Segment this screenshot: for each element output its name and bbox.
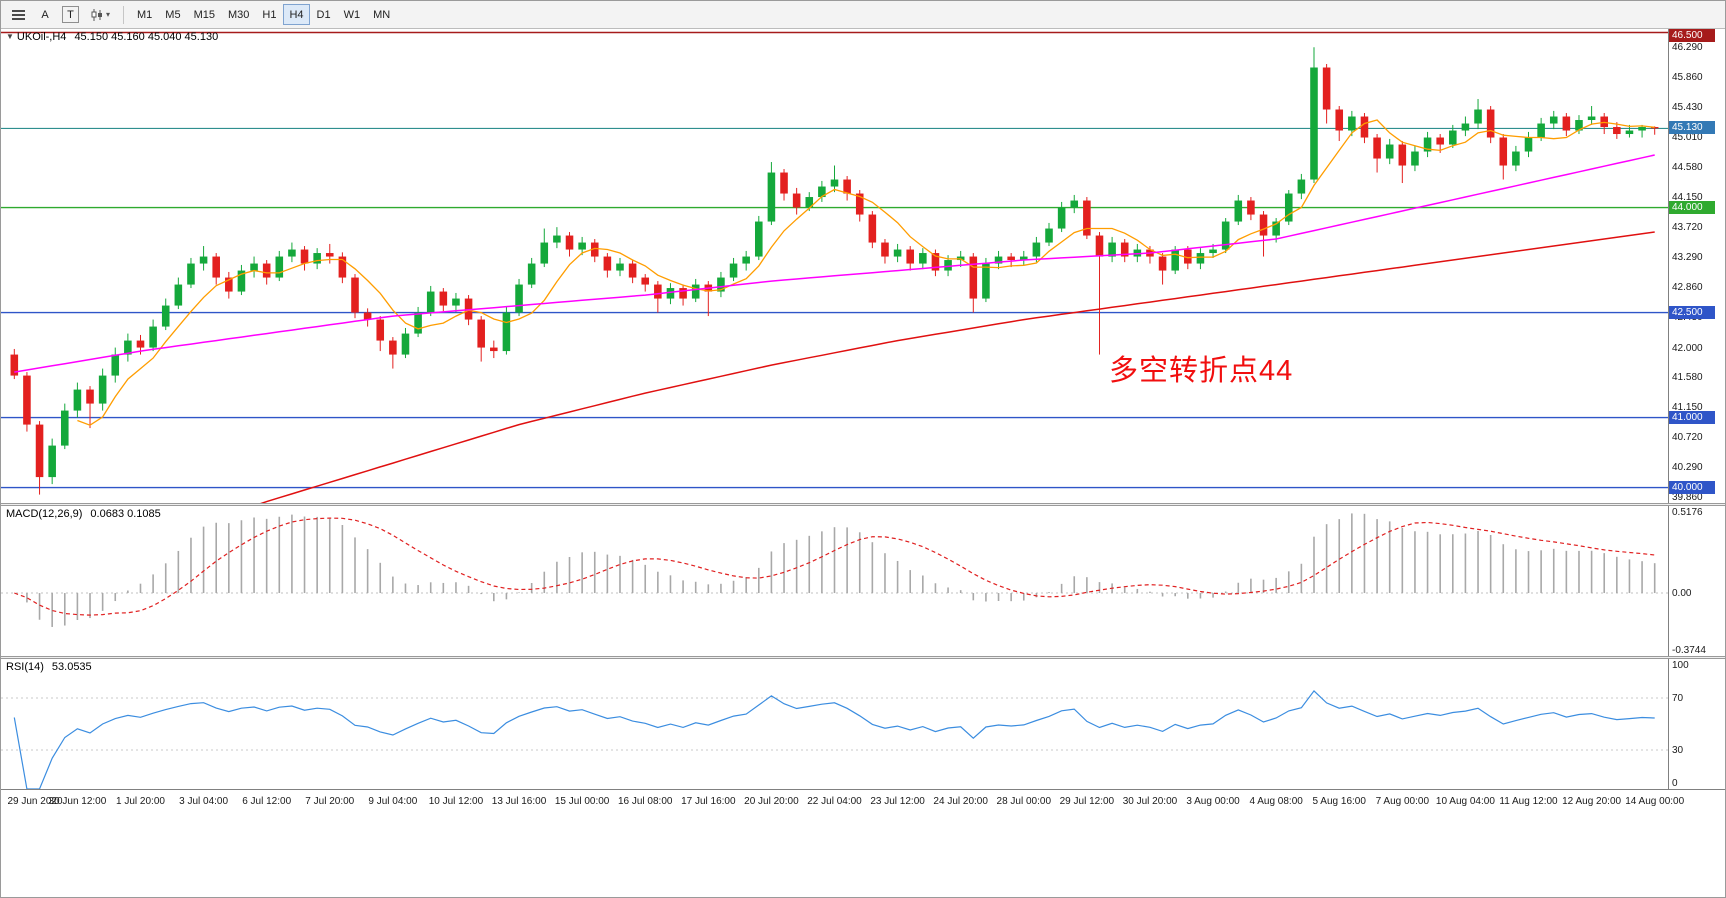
- timeframe-group: M1 M5 M15 M30 H1 H4 D1 W1 MN: [131, 4, 396, 25]
- time-label: 29 Jun 2020: [7, 796, 63, 807]
- price-tick: 45.430: [1672, 102, 1703, 114]
- time-label: 16 Jul 08:00: [617, 796, 673, 807]
- time-label: 30 Jul 20:00: [1122, 796, 1178, 807]
- timeframe-button-mn[interactable]: MN: [367, 4, 396, 25]
- chart-type-dropdown-button[interactable]: ▾: [84, 4, 116, 25]
- price-tick: 41.580: [1672, 371, 1703, 383]
- macd-label: MACD(12,26,9): [6, 508, 83, 520]
- price-tag: 42.500: [1669, 305, 1715, 319]
- time-label: 15 Jul 00:00: [554, 796, 610, 807]
- price-axis[interactable]: 46.290 45.860 45.430 45.010 44.580 44.150 43.7…: [1668, 29, 1725, 503]
- time-label: 6 Jul 12:00: [242, 796, 292, 807]
- toolbar: A T ▾ M1 M5 M15 M30 H1 H4 D1 W1 MN: [1, 1, 1725, 29]
- time-label: 29 Jul 12:00: [1059, 796, 1115, 807]
- rsi-canvas[interactable]: RSI(14) 53.0535: [1, 659, 1668, 789]
- panel-splitter[interactable]: [1, 656, 1725, 659]
- time-label: 24 Jul 20:00: [933, 796, 988, 807]
- time-axis[interactable]: 29 Jun 2020 30 Jun 12:00 1 Jul 20:00 3 Jul …: [1, 789, 1725, 819]
- time-label: 20 Jul 20:00: [744, 796, 799, 807]
- symbol-marker-icon: ▼: [6, 32, 14, 41]
- toolbar-separator: [123, 5, 125, 24]
- chevron-down-icon: ▾: [106, 10, 111, 19]
- time-label: 14 Aug 00:00: [1625, 796, 1685, 807]
- time-label: 4 Aug 08:00: [1249, 796, 1303, 807]
- rsi-label: RSI(14): [6, 661, 44, 673]
- time-label: 3 Jul 04:00: [179, 796, 229, 807]
- macd-tick: 0.00: [1672, 588, 1692, 600]
- macd-plot: [1, 513, 1668, 627]
- price-tick: 44.150: [1672, 192, 1703, 204]
- timeframe-button-h4[interactable]: H4: [283, 4, 310, 25]
- time-label: 30 Jun 12:00: [48, 796, 107, 807]
- time-label: 9 Jul 04:00: [368, 796, 418, 807]
- toolbar-t-button[interactable]: T: [62, 6, 79, 23]
- price-tick: 42.000: [1672, 342, 1703, 354]
- candlestick-plot: [1, 31, 1668, 503]
- timeframe-button-w1[interactable]: W1: [338, 4, 367, 25]
- time-label: 3 Aug 00:00: [1186, 796, 1240, 807]
- timeframe-button-d1[interactable]: D1: [311, 4, 337, 25]
- symbol-timeframe-label: UKOil-,H4: [16, 31, 67, 43]
- macd-values: 0.0683 0.1085: [90, 508, 161, 520]
- price-tick: 40.720: [1672, 432, 1703, 444]
- rsi-axis[interactable]: 100 70 30 0: [1668, 659, 1725, 789]
- rsi-tick: 70: [1672, 693, 1684, 704]
- price-tag: 45.130: [1669, 121, 1715, 135]
- price-tick: 43.290: [1672, 252, 1703, 264]
- time-label: 7 Aug 00:00: [1375, 796, 1430, 807]
- price-tag: 41.000: [1669, 410, 1715, 424]
- toolbar-a-button[interactable]: A: [33, 4, 57, 25]
- time-label: 22 Jul 04:00: [807, 796, 862, 807]
- price-tag: 44.000: [1669, 200, 1715, 214]
- time-label: 10 Aug 04:00: [1435, 796, 1495, 807]
- rsi-tick: 0: [1672, 778, 1678, 789]
- time-label: 7 Jul 20:00: [305, 796, 355, 807]
- time-label: 1 Jul 20:00: [116, 796, 165, 807]
- timeframe-button-m5[interactable]: M5: [159, 4, 186, 25]
- rsi-tick: 100: [1672, 660, 1689, 671]
- macd-canvas[interactable]: MACD(12,26,9) 0.0683 0.1085: [1, 506, 1668, 656]
- menu-button[interactable]: [6, 4, 31, 25]
- price-tick: 44.580: [1672, 161, 1703, 173]
- price-tick: 40.290: [1672, 462, 1703, 474]
- price-tag: 46.500: [1669, 29, 1715, 42]
- menu-icon: [12, 8, 25, 22]
- candlestick-icon: [91, 8, 102, 21]
- macd-tick: -0.3744: [1672, 645, 1706, 656]
- time-label: 10 Jul 12:00: [428, 796, 484, 807]
- timeframe-button-h1[interactable]: H1: [256, 4, 282, 25]
- main-chart-canvas[interactable]: ▼ UKOil-,H4 45.150 45.160 45.040 45.130 多空…: [1, 29, 1668, 503]
- timeframe-button-m30[interactable]: M30: [222, 4, 255, 25]
- chart-annotation: 多空转折点44: [1109, 355, 1294, 387]
- chart-title: ▼ UKOil-,H4 45.150 45.160 45.040 45.130: [6, 31, 218, 43]
- time-label: 13 Jul 16:00: [491, 796, 547, 807]
- time-label: 17 Jul 16:00: [681, 796, 736, 807]
- time-label: 5 Aug 16:00: [1312, 796, 1366, 807]
- time-label: 12 Aug 20:00: [1562, 796, 1622, 807]
- rsi-tick: 30: [1672, 745, 1684, 756]
- macd-axis[interactable]: 0.5176 0.00 -0.3744: [1668, 506, 1725, 656]
- time-label: 28 Jul 00:00: [996, 796, 1052, 807]
- price-tick: 45.860: [1672, 72, 1703, 84]
- price-tick: 43.720: [1672, 222, 1703, 234]
- price-tick: 39.860: [1672, 492, 1703, 503]
- macd-header: MACD(12,26,9) 0.0683 0.1085: [6, 508, 161, 520]
- rsi-plot: [1, 689, 1668, 789]
- timeframe-button-m1[interactable]: M1: [131, 4, 158, 25]
- price-tick: 41.150: [1672, 402, 1703, 414]
- ohlc-values: 45.150 45.160 45.040 45.130: [74, 31, 219, 43]
- macd-tick: 0.5176: [1672, 507, 1703, 518]
- rsi-header: RSI(14) 53.0535: [6, 661, 92, 673]
- rsi-value: 53.0535: [51, 661, 92, 673]
- timeframe-button-m15[interactable]: M15: [188, 4, 221, 25]
- price-tick: 42.860: [1672, 282, 1703, 294]
- price-tick: 46.290: [1672, 42, 1703, 54]
- price-tick: 45.010: [1672, 131, 1703, 143]
- time-label: 11 Aug 12:00: [1499, 796, 1558, 807]
- panel-splitter[interactable]: [1, 503, 1725, 506]
- time-label: 23 Jul 12:00: [870, 796, 925, 807]
- price-tag: 40.000: [1669, 480, 1715, 494]
